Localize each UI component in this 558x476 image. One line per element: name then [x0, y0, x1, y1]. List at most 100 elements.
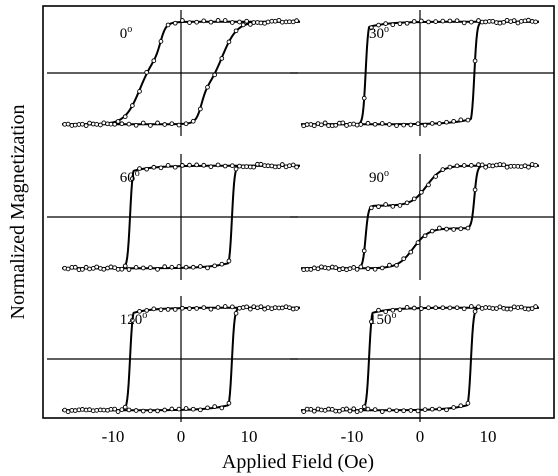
panel-0-data-point	[158, 39, 164, 44]
panel-60-data-point	[126, 267, 132, 272]
panel-90-data-point	[326, 265, 331, 271]
panel-0-data-point	[144, 69, 150, 75]
panel-150-data-point	[372, 407, 378, 412]
panel-60-data-point	[140, 265, 146, 271]
panel-60-data-point	[287, 163, 292, 169]
panel-90-data-point	[497, 162, 503, 167]
panel-30-data-point	[533, 19, 538, 25]
panel-90-data-point	[444, 226, 449, 232]
panel-150-data-point	[426, 305, 431, 311]
panel-0-data-point	[87, 120, 92, 126]
panel-60-data-point	[119, 266, 125, 272]
panel-60-data-point	[176, 264, 182, 269]
panel-30-data-point	[376, 22, 381, 28]
panel-150-data-point	[379, 409, 385, 414]
panel-0-data-point	[122, 114, 128, 119]
panel-150-data-point	[433, 305, 438, 311]
panel-60-data-point	[212, 263, 218, 269]
panel-60-data-point	[198, 264, 203, 269]
panel-120-data-point	[176, 406, 182, 412]
panel-90-data-point	[479, 162, 485, 168]
panel-120-data-point	[248, 306, 253, 312]
panel-30-data-point	[511, 18, 517, 23]
panel-30-data-point	[304, 122, 310, 127]
panel-150-data-point	[376, 307, 381, 313]
panel-0-data-point	[240, 22, 246, 28]
panel-30-data-point	[465, 117, 471, 123]
panel-30-data-point	[504, 17, 510, 23]
panel-120-data-point	[215, 305, 221, 310]
panel-90-data-point	[504, 164, 510, 170]
panel-90-data-point	[351, 265, 357, 270]
panel-0-data-point	[176, 122, 182, 128]
panel-150-data-point	[408, 408, 414, 413]
panel-150-data-point	[344, 406, 349, 412]
panel-150-data-point	[394, 408, 399, 414]
panel-0-data-point	[172, 20, 178, 26]
panel-90-data-point	[365, 266, 371, 272]
panel-90-data-point	[511, 163, 517, 169]
panel-60-degree-mark: o	[135, 168, 140, 179]
panel-0-data-point	[212, 72, 218, 78]
panels-group: 0o 30o 60o 90o 120o 150o	[47, 10, 554, 422]
panel-120-data-point	[194, 306, 199, 311]
x-tick-labels: -10 0 10 -10 0 10	[102, 427, 497, 446]
panel-150-data-point	[390, 307, 396, 313]
panel-90-data-point	[518, 164, 524, 170]
panel-0-data-point	[119, 121, 125, 127]
panel-150-data-point	[387, 407, 392, 413]
panel-30-data-point	[426, 19, 431, 25]
panel-120-data-point	[233, 311, 239, 316]
panel-0-data-point	[140, 120, 146, 126]
panel-150-data-point	[526, 306, 531, 312]
panel-0-data-point	[194, 19, 199, 25]
panel-60-data-point	[258, 161, 264, 167]
panel-150-data-point	[326, 406, 331, 412]
panel-60-data-point	[101, 266, 107, 272]
panel-150-data-point	[508, 306, 514, 312]
panel-30-data-point	[404, 20, 410, 26]
panel-60-data-point	[72, 264, 78, 270]
panel-60-data-point	[115, 267, 121, 272]
panel-90-data-point	[333, 265, 339, 271]
panel-0-data-point	[101, 120, 107, 126]
panel-150-data-point	[354, 409, 360, 415]
panel-30-data-point	[340, 120, 346, 126]
panel-30-data-point	[468, 19, 474, 25]
x-tick-label: 0	[416, 427, 425, 446]
panel-120-data-point	[130, 317, 135, 323]
panel-150-data-point	[504, 306, 510, 312]
panel-0-data-point	[130, 103, 135, 108]
panel-30-data-point	[347, 121, 353, 127]
panel-120-data-point	[294, 306, 299, 311]
panel-90-data-point	[426, 182, 431, 188]
panel-60-data-point	[290, 162, 296, 168]
panel-120-data-point	[219, 405, 225, 411]
panel-120-data-point	[101, 407, 107, 413]
panel-60-data-point	[130, 176, 135, 182]
panel-150-data-point	[458, 403, 464, 409]
panel-30-data-point	[326, 123, 331, 128]
panel-60-data-point	[194, 162, 199, 168]
panel-0-data-point	[205, 84, 210, 90]
panel-60-data-point	[65, 266, 71, 272]
panel-90-data-point	[411, 196, 417, 202]
panel-90-data-point	[408, 249, 414, 255]
panel-90-data-point	[458, 226, 464, 232]
panel-90-data-point	[319, 264, 324, 270]
panel-30-data-point	[440, 18, 446, 24]
panel-150-data-point	[437, 406, 442, 412]
panel-60-data-point	[155, 267, 160, 272]
panel-150-data-point	[490, 306, 496, 311]
panel-60-data-point	[165, 163, 171, 168]
panel-120-data-point	[169, 406, 175, 412]
panel-60-data-point	[190, 264, 196, 270]
panel-0-data-point	[251, 20, 257, 25]
panel-60-deg: 60o	[47, 154, 301, 280]
panel-150-data-point	[483, 305, 488, 310]
panel-0-data-point	[276, 17, 282, 23]
panel-60-angle-label: 60o	[120, 168, 140, 186]
panel-150-data-point	[365, 406, 371, 412]
x-tick-label: 10	[480, 427, 497, 446]
